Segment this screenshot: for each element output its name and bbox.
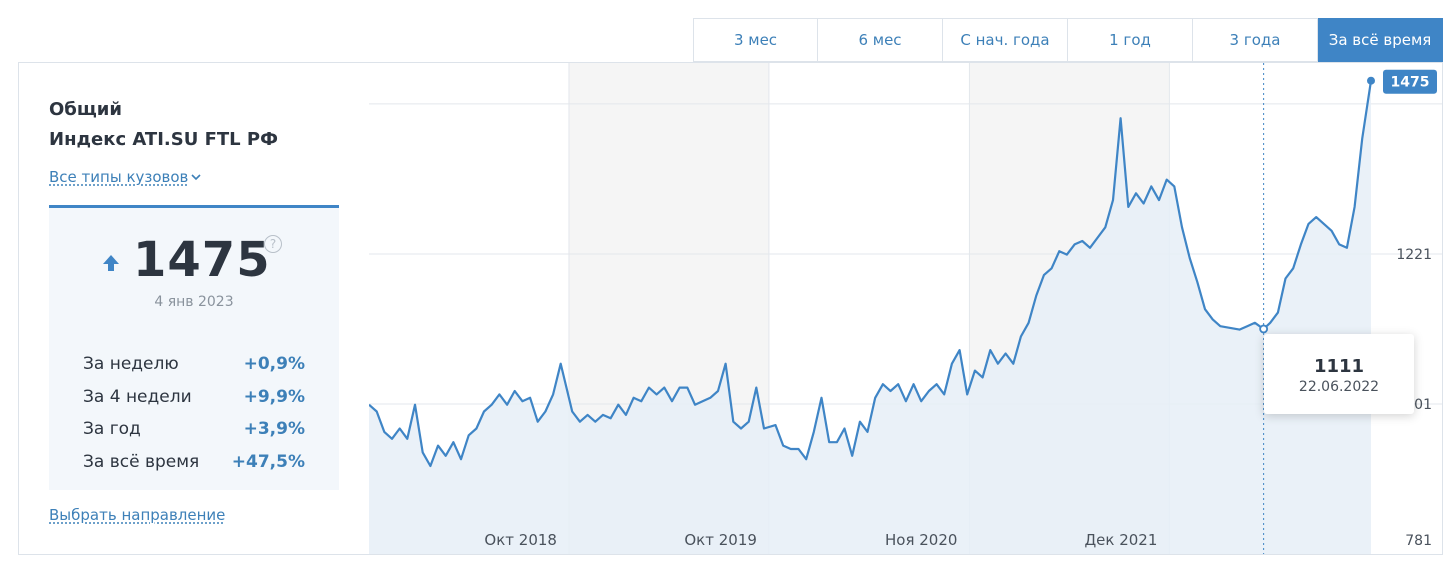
stat-label: За неделю (83, 354, 179, 375)
tab-year-to-date[interactable]: С нач. года (943, 18, 1068, 62)
current-value-date: 4 янв 2023 (154, 294, 234, 310)
stat-value: +0,9% (243, 354, 305, 375)
choose-direction-link[interactable]: Выбрать направление (49, 506, 226, 524)
stat-label: За всё время (83, 451, 200, 472)
y-tick-label: 781 (1405, 533, 1432, 549)
x-tick-label: Ноя 2020 (885, 531, 957, 549)
change-stats: За неделю +0,9% За 4 недели +9,9% За год… (83, 348, 305, 478)
body-types-label: Все типы кузовов (49, 168, 189, 186)
tab-6-months[interactable]: 6 мес (818, 18, 943, 62)
tooltip-value: 1111 (1313, 356, 1365, 377)
x-tick-label: Окт 2019 (684, 531, 757, 549)
info-panel: Общий Индекс ATI.SU FTL РФ Все типы кузо… (19, 63, 369, 554)
current-index-value: 1475 (133, 232, 271, 288)
last-value-point (1367, 76, 1375, 85)
stat-row-year: За год +3,9% (83, 413, 305, 446)
x-tick-label: Дек 2021 (1084, 531, 1157, 549)
arrow-up-icon (103, 255, 119, 271)
tab-3-years[interactable]: 3 года (1193, 18, 1318, 62)
stat-row-4-weeks: За 4 недели +9,9% (83, 381, 305, 414)
x-tick-label: Окт 2018 (484, 531, 557, 549)
stat-row-all-time: За всё время +47,5% (83, 446, 305, 479)
stat-label: За 4 недели (83, 386, 192, 407)
tab-3-months[interactable]: 3 мес (693, 18, 818, 62)
series-area (369, 80, 1371, 554)
period-tabs: 3 мес 6 мес С нач. года 1 год 3 года За … (693, 18, 1443, 62)
current-value-card: 1475 ? 4 янв 2023 За неделю +0,9% За 4 н… (49, 205, 339, 490)
stat-value: +9,9% (243, 386, 305, 407)
current-value-row: 1475 (101, 232, 271, 288)
question-circle-icon[interactable]: ? (264, 235, 282, 253)
index-category-title: Общий (49, 99, 122, 120)
stat-label: За год (83, 419, 141, 440)
body-types-dropdown[interactable]: Все типы кузовов (49, 168, 202, 186)
stat-value: +3,9% (243, 419, 305, 440)
series-line (369, 80, 1373, 468)
index-title: Индекс ATI.SU FTL РФ (49, 129, 278, 150)
stat-value: +47,5% (231, 451, 305, 472)
tab-1-year[interactable]: 1 год (1068, 18, 1193, 62)
tab-all-time[interactable]: За всё время (1318, 18, 1443, 62)
chart-tooltip: 1111 22.06.2022 (1264, 334, 1414, 414)
chevron-down-icon (191, 174, 201, 181)
index-widget: Общий Индекс ATI.SU FTL РФ Все типы кузо… (18, 62, 1443, 555)
tooltip-date: 22.06.2022 (1298, 379, 1380, 395)
last-value-badge (1383, 69, 1437, 94)
stat-row-week: За неделю +0,9% (83, 348, 305, 381)
last-value-label: 1475 (1391, 75, 1430, 91)
y-tick-label: 1221 (1396, 247, 1432, 263)
hover-point (1259, 324, 1269, 334)
